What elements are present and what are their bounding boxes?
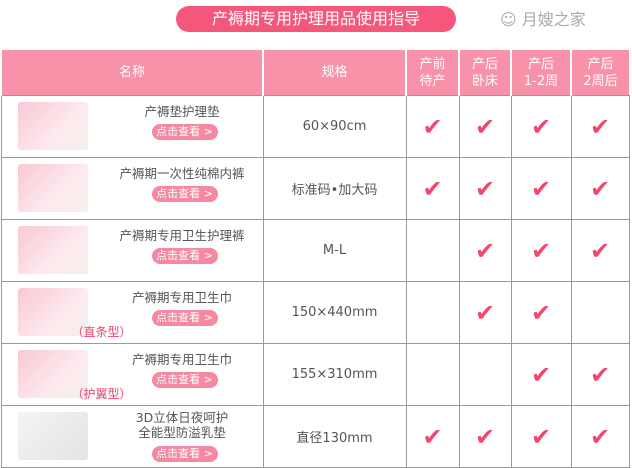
checkmark-icon: ✔ [422,422,443,451]
product-name: 产褥期专用卫生护理裤 [119,228,245,243]
checkmark-icon: ✔ [589,112,611,141]
spec-cell: 直径130mm [262,405,407,468]
spec-cell: 150×440mm [262,281,407,344]
stage-cell: ✔ [458,405,512,468]
checkmark-icon: ✔ [589,422,611,451]
page-title: 产褥期专用护理用品使用指导 [176,6,456,32]
column-header: 产前 待产 [405,50,459,96]
spec-cell: 标准码•加大码 [262,157,407,220]
product-name: 3D立体日夜呵护 全能型防溢乳垫 [135,410,229,440]
stage-cell: ✔ [510,343,572,406]
stage-cell: ✔ [510,95,572,158]
spec-cell: M-L [262,219,407,282]
stage-cell [405,281,460,344]
stage-cell [458,343,512,406]
stage-cell: ✔ [570,343,630,406]
stage-cell: ✔ [458,219,512,282]
checkmark-icon: ✔ [530,360,552,389]
product-cell: 产褥垫护理垫 点击查看 > [0,95,264,158]
stage-cell: ✔ [570,95,630,158]
watermark: ☺ 月嫂之家 [500,10,586,30]
checkmark-icon: ✔ [474,236,496,265]
stage-cell: ✔ [510,219,572,282]
stage-cell: ✔ [570,219,630,282]
checkmark-icon: ✔ [530,298,552,327]
table-row: 产褥期专用卫生护理裤 点击查看 > M-L ✔ ✔ ✔ [0,219,630,282]
stage-cell: ✔ [570,157,630,220]
spec-cell: 60×90cm [262,95,407,158]
table-row: 产褥垫护理垫 点击查看 > 60×90cm ✔ ✔ ✔ ✔ [0,95,630,158]
table-row: 3D立体日夜呵护 全能型防溢乳垫 点击查看 > 直径130mm ✔ ✔ ✔ ✔ [0,405,630,468]
stage-cell: ✔ [510,405,572,468]
stage-cell: ✔ [570,405,630,468]
checkmark-icon: ✔ [589,174,611,203]
table-row: 产褥期专用卫生巾 （直条型） 点击查看 > 150×440mm ✔ ✔ [0,281,630,344]
product-image [17,412,88,460]
stage-cell: ✔ [458,281,512,344]
view-details-button[interactable]: 点击查看 > [151,248,218,264]
product-type: （护翼型） [71,387,132,401]
stage-cell [405,343,460,406]
column-header: 产后 1-2周 [510,50,571,96]
product-cell: 3D立体日夜呵护 全能型防溢乳垫 点击查看 > [0,405,264,468]
product-image [17,164,88,212]
product-image [17,226,88,274]
stage-cell: ✔ [458,95,512,158]
product-name: 产褥垫护理垫 [144,104,220,119]
stage-cell: ✔ [458,157,512,220]
checkmark-icon: ✔ [530,422,552,451]
column-header: 规格 [262,50,406,96]
watermark-text: 月嫂之家 [521,10,586,29]
stage-cell: ✔ [510,157,572,220]
checkmark-icon: ✔ [530,236,552,265]
stage-cell: ✔ [405,405,460,468]
view-details-button[interactable]: 点击查看 > [151,124,218,140]
checkmark-icon: ✔ [474,112,496,141]
stage-cell [570,281,630,344]
product-name: 产褥期专用卫生巾 [131,290,232,305]
stage-cell [405,219,460,282]
checkmark-icon: ✔ [589,360,611,389]
spec-cell: 155×310mm [262,343,407,406]
checkmark-icon: ✔ [474,174,496,203]
view-details-button[interactable]: 点击查看 > [151,446,218,462]
checkmark-icon: ✔ [422,174,443,203]
stage-cell: ✔ [510,281,572,344]
product-image [17,288,88,336]
product-image [17,102,88,150]
product-name: 产褥期专用卫生巾 [131,352,232,367]
stage-cell: ✔ [405,157,460,220]
view-details-button[interactable]: 点击查看 > [151,186,218,202]
column-header: 产后 卧床 [458,50,511,96]
stage-cell: ✔ [405,95,460,158]
wechat-icon: ☺ [500,10,517,29]
product-cell: 产褥期一次性纯棉内裤 点击查看 > [0,157,264,220]
checkmark-icon: ✔ [474,422,496,451]
product-cell: 产褥期专用卫生巾 （直条型） 点击查看 > [0,281,264,344]
table-row: 产褥期专用卫生巾 （护翼型） 点击查看 > 155×310mm ✔ ✔ [0,343,630,406]
checkmark-icon: ✔ [422,112,443,141]
checkmark-icon: ✔ [530,112,552,141]
view-details-button[interactable]: 点击查看 > [151,372,218,388]
product-table: 名称 规格 产前 待产 产后 卧床 产后 1-2周 产后 2周后 产褥垫护理垫 点击查看 … [0,50,630,468]
column-header: 产后 2周后 [570,50,629,96]
product-name: 产褥期一次性纯棉内裤 [119,166,245,181]
view-details-button[interactable]: 点击查看 > [151,310,218,326]
column-header: 名称 [0,50,263,96]
product-type: （直条型） [71,325,132,339]
table-row: 产褥期一次性纯棉内裤 点击查看 > 标准码•加大码 ✔ ✔ ✔ ✔ [0,157,630,220]
product-image [17,350,88,398]
checkmark-icon: ✔ [589,236,611,265]
checkmark-icon: ✔ [474,298,496,327]
product-cell: 产褥期专用卫生护理裤 点击查看 > [0,219,264,282]
checkmark-icon: ✔ [530,174,552,203]
product-cell: 产褥期专用卫生巾 （护翼型） 点击查看 > [0,343,264,406]
